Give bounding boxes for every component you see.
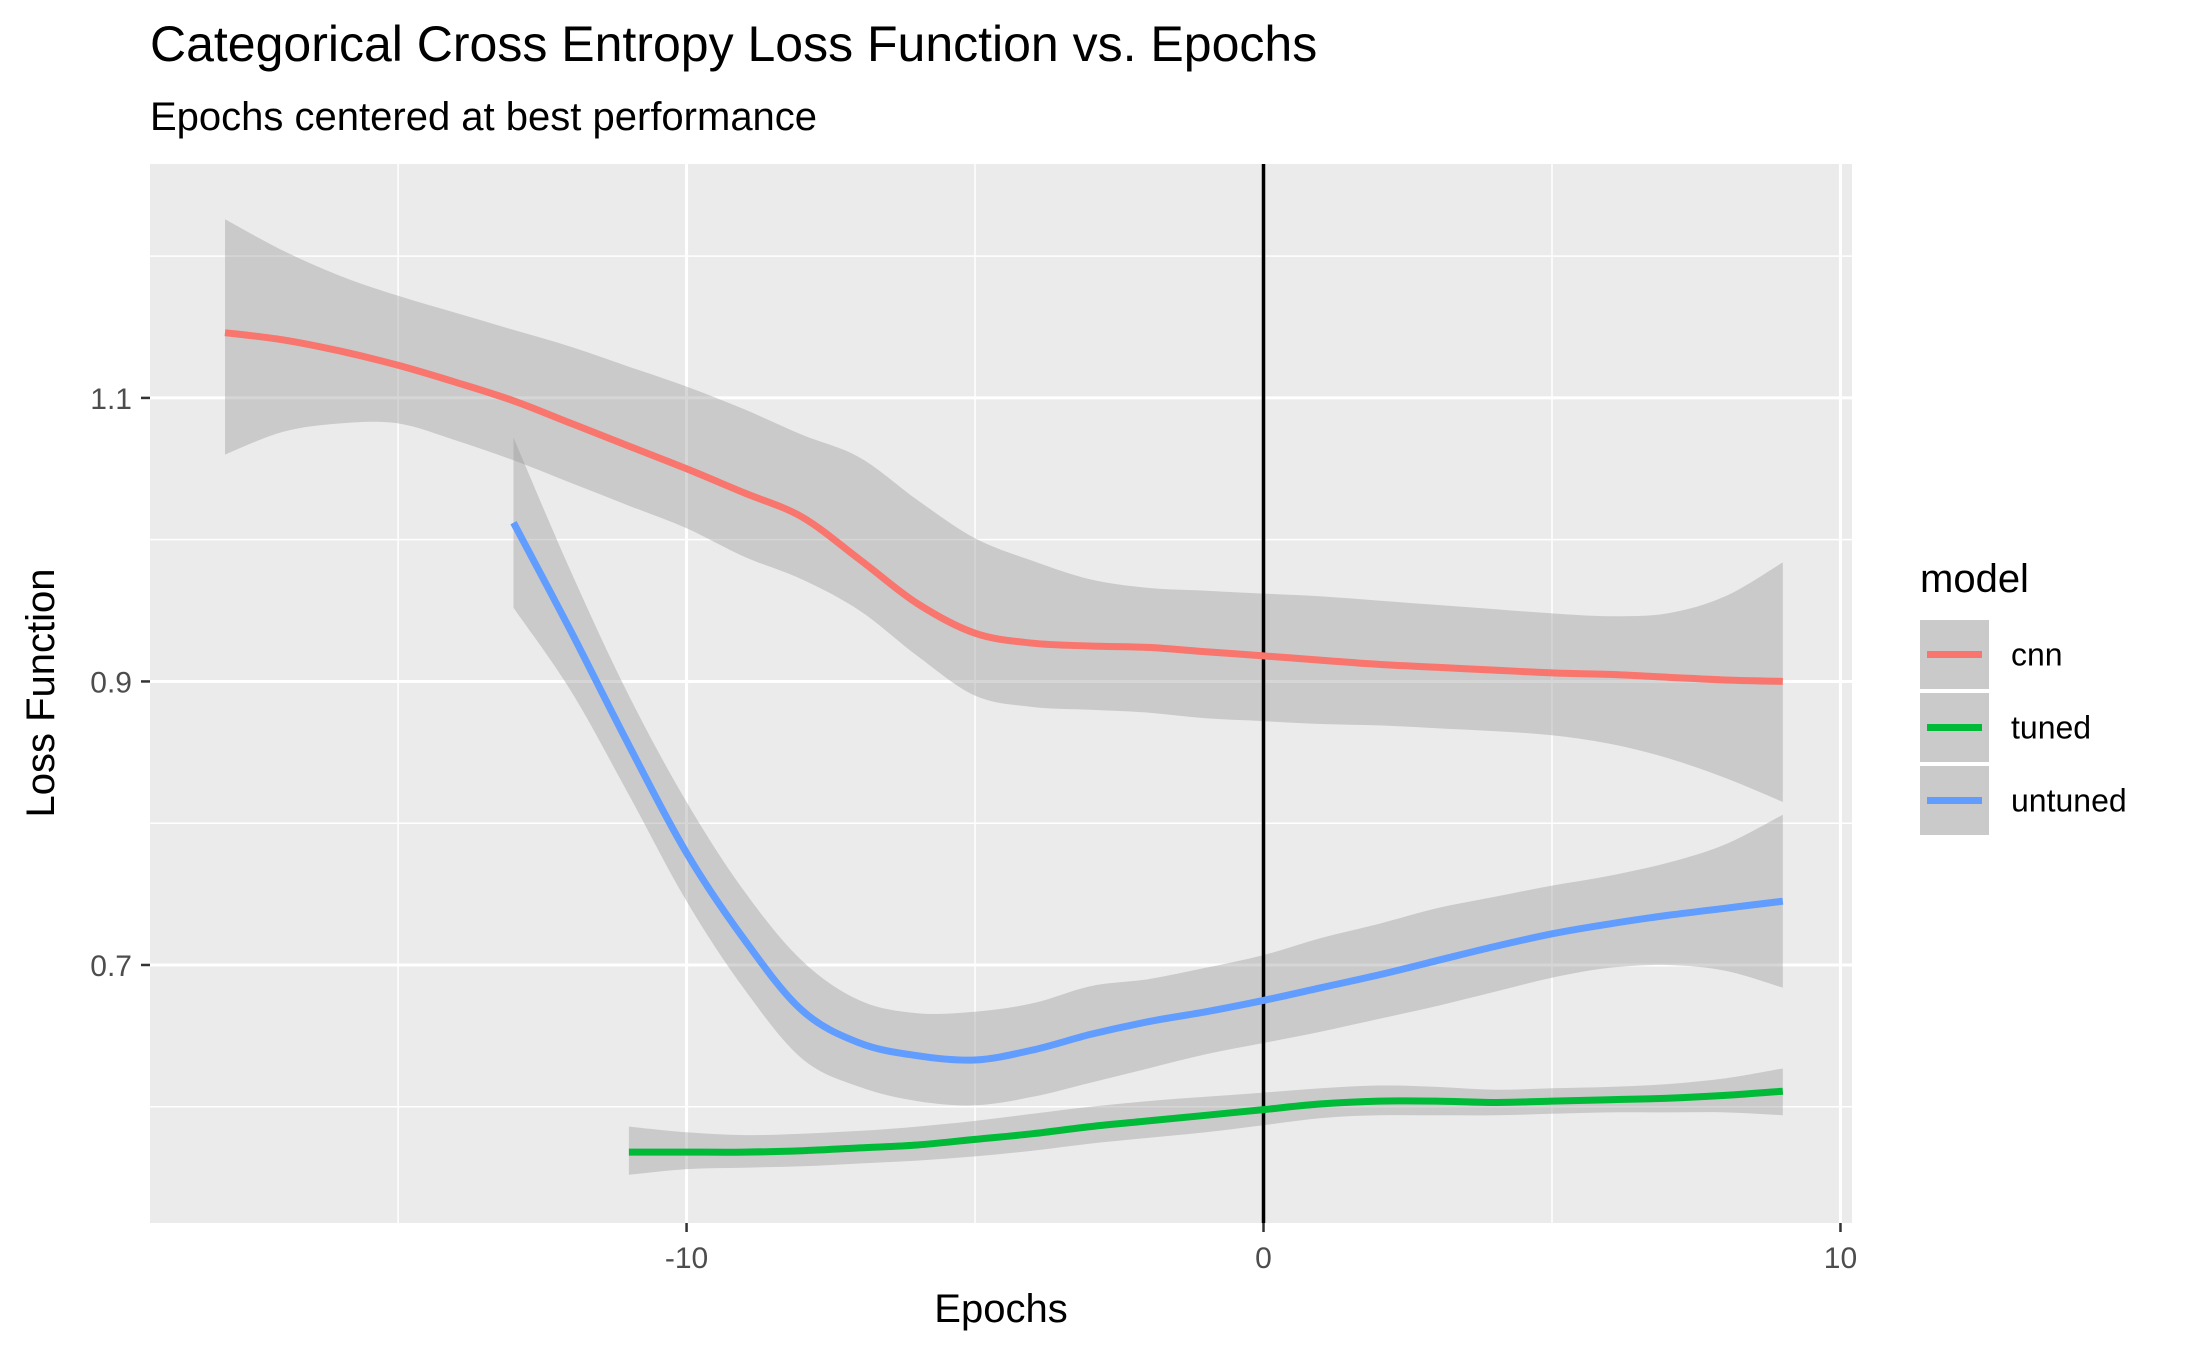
- line-untuned: [510, 521, 1784, 1064]
- series-lines: [224, 329, 1784, 1156]
- chart-title: Categorical Cross Entropy Loss Function …: [150, 16, 1317, 72]
- line-cnn: [224, 329, 1783, 685]
- ribbon-untuned: [513, 437, 1783, 1106]
- y-tick-label: 1.1: [90, 383, 132, 416]
- y-axis-title: Loss Function: [19, 568, 63, 817]
- minor-grid: [150, 164, 1852, 1223]
- plot-panel: [150, 164, 1852, 1223]
- legend: model cnn tuned untuned: [1920, 557, 2127, 835]
- x-axis-ticks: -10 0 10: [665, 1223, 1857, 1275]
- y-tick-label: 0.7: [90, 950, 132, 983]
- legend-label-untuned: untuned: [2011, 783, 2127, 819]
- legend-label-tuned: tuned: [2011, 710, 2091, 746]
- line-tuned: [628, 1087, 1784, 1156]
- legend-label-cnn: cnn: [2011, 637, 2063, 673]
- legend-keys: cnn tuned untuned: [1920, 620, 2127, 835]
- chart-subtitle: Epochs centered at best performance: [150, 95, 817, 139]
- legend-title: model: [1920, 557, 2029, 601]
- ribbon-cnn: [225, 219, 1783, 803]
- x-tick-label: 0: [1255, 1242, 1272, 1275]
- x-axis-title: Epochs: [934, 1287, 1067, 1331]
- y-tick-label: 0.9: [90, 666, 132, 699]
- y-axis-ticks: 0.7 0.9 1.1: [90, 383, 150, 983]
- x-tick-label: 10: [1824, 1242, 1857, 1275]
- x-tick-label: -10: [665, 1242, 708, 1275]
